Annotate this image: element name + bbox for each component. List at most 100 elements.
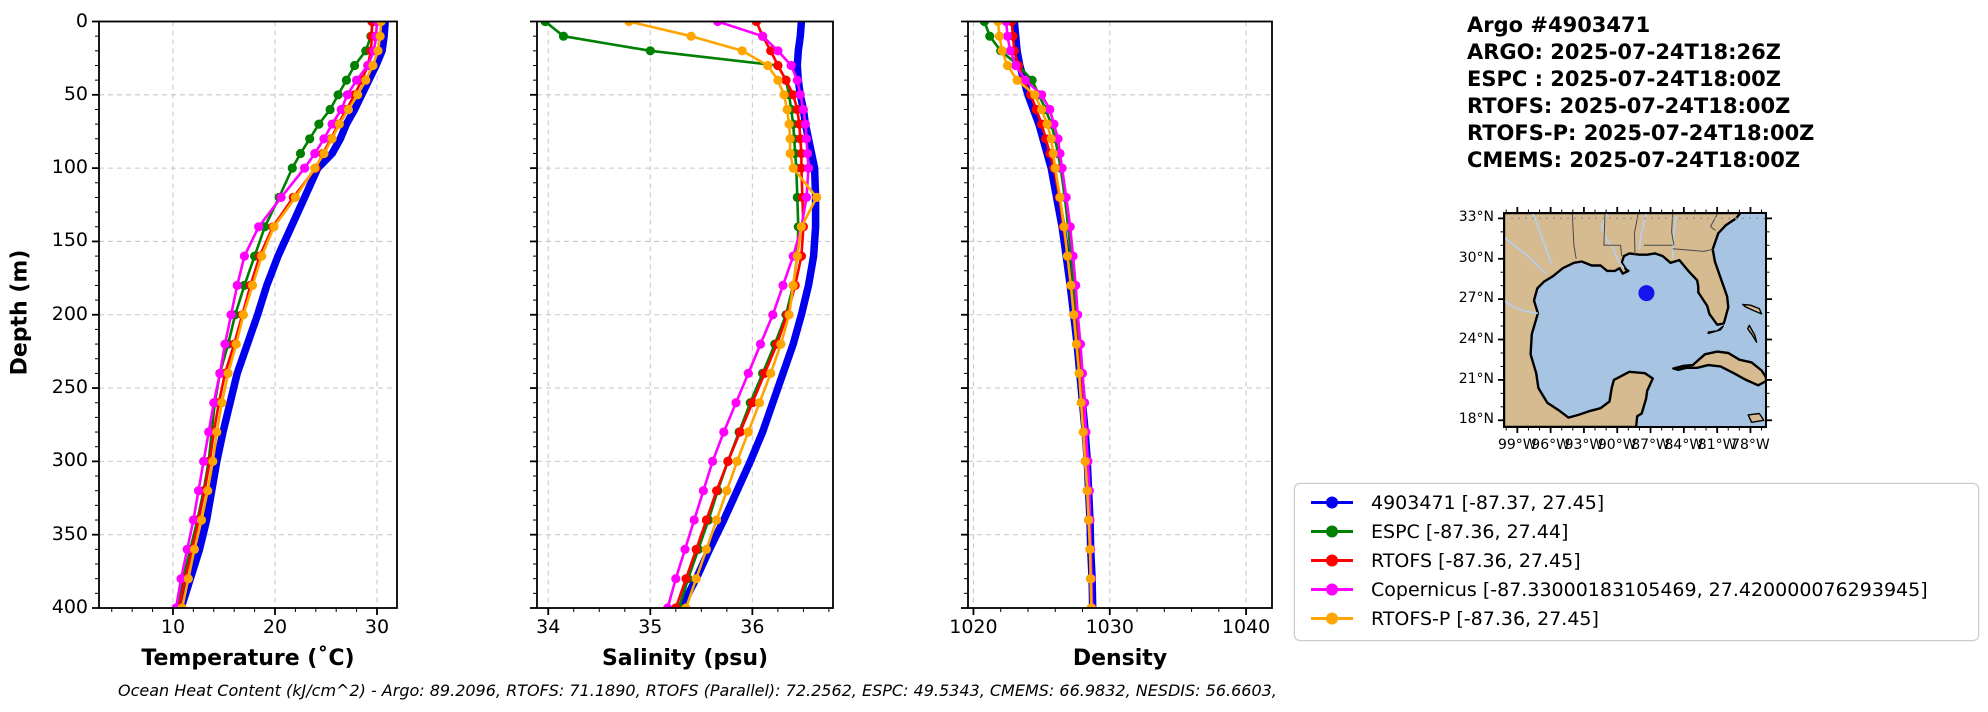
- series-marker-rtofsp: [238, 310, 248, 320]
- map-frame: [1503, 212, 1767, 428]
- series-marker-copernicus: [1055, 148, 1065, 159]
- series-marker-copernicus: [1011, 60, 1021, 71]
- series-marker-rtofsp: [782, 104, 792, 115]
- title-line: ARGO: 2025-07-24T18:26Z: [1467, 40, 1781, 64]
- series-marker-rtofsp: [624, 21, 634, 27]
- series-marker-copernicus: [1053, 134, 1063, 144]
- series-marker-copernicus: [803, 163, 814, 173]
- series-marker-copernicus: [778, 280, 788, 290]
- series-marker-rtofsp: [231, 339, 241, 349]
- series-marker-espc: [295, 148, 306, 159]
- series-marker-rtofsp: [1066, 280, 1076, 290]
- series-marker-rtofsp: [319, 148, 329, 159]
- x-tick-label: 30: [364, 616, 390, 638]
- series-marker-rtofsp: [788, 280, 798, 290]
- series-marker-rtofsp: [353, 90, 363, 100]
- legend-row: RTOFS-P [-87.36, 27.45]: [1295, 604, 1978, 633]
- series-marker-rtofs: [691, 544, 701, 555]
- series-marker-rtofsp: [373, 46, 383, 56]
- series-marker-rtofsp: [773, 75, 783, 85]
- legend-label: RTOFS-P [-87.36, 27.45]: [1371, 607, 1599, 630]
- series-marker-copernicus: [199, 456, 209, 466]
- salinity-panel: [530, 20, 834, 615]
- legend-label: ESPC [-87.36, 27.44]: [1371, 520, 1569, 543]
- map-lon-label: 99°W: [1497, 437, 1537, 453]
- map-river: [1671, 215, 1677, 259]
- series-marker-copernicus: [188, 515, 198, 525]
- series-marker-copernicus: [713, 21, 723, 27]
- map-land: [1707, 325, 1725, 335]
- series-marker-rtofsp: [1071, 339, 1081, 349]
- map-state-border: [1671, 213, 1675, 246]
- series-marker-rtofsp: [269, 222, 279, 232]
- series-marker-rtofsp: [691, 574, 701, 584]
- series-marker-rtofs: [671, 603, 681, 608]
- series-marker-espc: [305, 134, 315, 144]
- series-marker-rtofsp: [1086, 603, 1096, 608]
- series-marker-rtofsp: [212, 427, 222, 437]
- series-marker-rtofsp: [223, 368, 233, 378]
- map-lon-label: 90°W: [1597, 437, 1637, 453]
- series-marker-rtofsp: [203, 486, 213, 496]
- map-lat-label: 33°N: [1458, 209, 1494, 226]
- series-marker-copernicus: [215, 368, 225, 378]
- x-tick-label: 1040: [1221, 616, 1271, 638]
- series-marker-rtofsp: [334, 119, 344, 129]
- series-marker-espc: [979, 21, 989, 27]
- series-marker-rtofsp: [796, 222, 807, 232]
- legend-label: Copernicus [-87.33000183105469, 27.42000…: [1371, 578, 1928, 601]
- series-marker-rtofsp: [1076, 398, 1086, 408]
- series-marker-copernicus: [708, 456, 718, 466]
- title-line: RTOFS: 2025-07-24T18:00Z: [1467, 94, 1791, 118]
- series-marker-copernicus: [1049, 119, 1059, 129]
- series-marker-rtofsp: [812, 192, 822, 202]
- series-marker-rtofsp: [785, 134, 795, 144]
- series-marker-copernicus: [319, 134, 329, 144]
- ocean-heat-content-footer: Ocean Heat Content (kJ/cm^2) - Argo: 89.…: [118, 681, 1277, 700]
- map-land: [1504, 213, 1742, 427]
- map-lon-label: 93°W: [1564, 437, 1604, 453]
- series-marker-rtofsp: [361, 75, 371, 85]
- series-marker-rtofsp: [1062, 251, 1073, 261]
- series-marker-copernicus: [204, 427, 214, 437]
- series-marker-copernicus: [300, 163, 310, 173]
- series-marker-copernicus: [689, 515, 699, 525]
- series-marker-rtofsp: [993, 21, 1003, 27]
- map-lon-label: 78°W: [1731, 437, 1770, 453]
- series-marker-rtofsp: [375, 31, 385, 41]
- map-lat-label: 24°N: [1458, 330, 1494, 347]
- map-river: [1600, 213, 1625, 269]
- depth-tick-label: 150: [51, 229, 88, 252]
- x-tick-label: 35: [638, 616, 663, 638]
- series-marker-rtofsp: [183, 574, 193, 584]
- series-marker-rtofsp: [177, 603, 187, 608]
- series-marker-espc: [558, 31, 569, 41]
- series-marker-copernicus: [731, 398, 741, 408]
- map-lon-label: 84°W: [1664, 437, 1704, 453]
- temperature-panel: [92, 20, 398, 615]
- series-marker-rtofsp: [1069, 310, 1079, 320]
- depth-tick-label: 300: [51, 449, 88, 472]
- series-marker-rtofsp: [1084, 515, 1094, 525]
- depth-tick-label: 0: [75, 9, 88, 32]
- series-marker-copernicus: [1045, 104, 1055, 115]
- legend: 4903471 [-87.37, 27.45] ESPC [-87.36, 27.…: [1294, 483, 1979, 641]
- series-marker-rtofs: [766, 46, 776, 56]
- series-marker-copernicus: [801, 134, 812, 144]
- series-marker-rtofsp: [1078, 427, 1088, 437]
- legend-label: 4903471 [-87.37, 27.45]: [1371, 491, 1605, 514]
- depth-axis-label: Depth (m): [7, 249, 33, 376]
- map-river: [1504, 299, 1539, 315]
- series-marker-rtofs: [781, 75, 791, 85]
- series-marker-copernicus: [276, 192, 286, 202]
- series-marker-copernicus: [798, 104, 809, 115]
- x-tick-label: 34: [536, 616, 561, 638]
- series-marker-rtofsp: [376, 21, 386, 27]
- map-state-border: [1633, 213, 1639, 255]
- series-marker-copernicus: [698, 486, 709, 496]
- series-marker-espc: [350, 60, 360, 71]
- series-marker-copernicus: [176, 574, 186, 584]
- series-marker-copernicus: [1057, 163, 1067, 173]
- series-marker-rtofsp: [217, 398, 227, 408]
